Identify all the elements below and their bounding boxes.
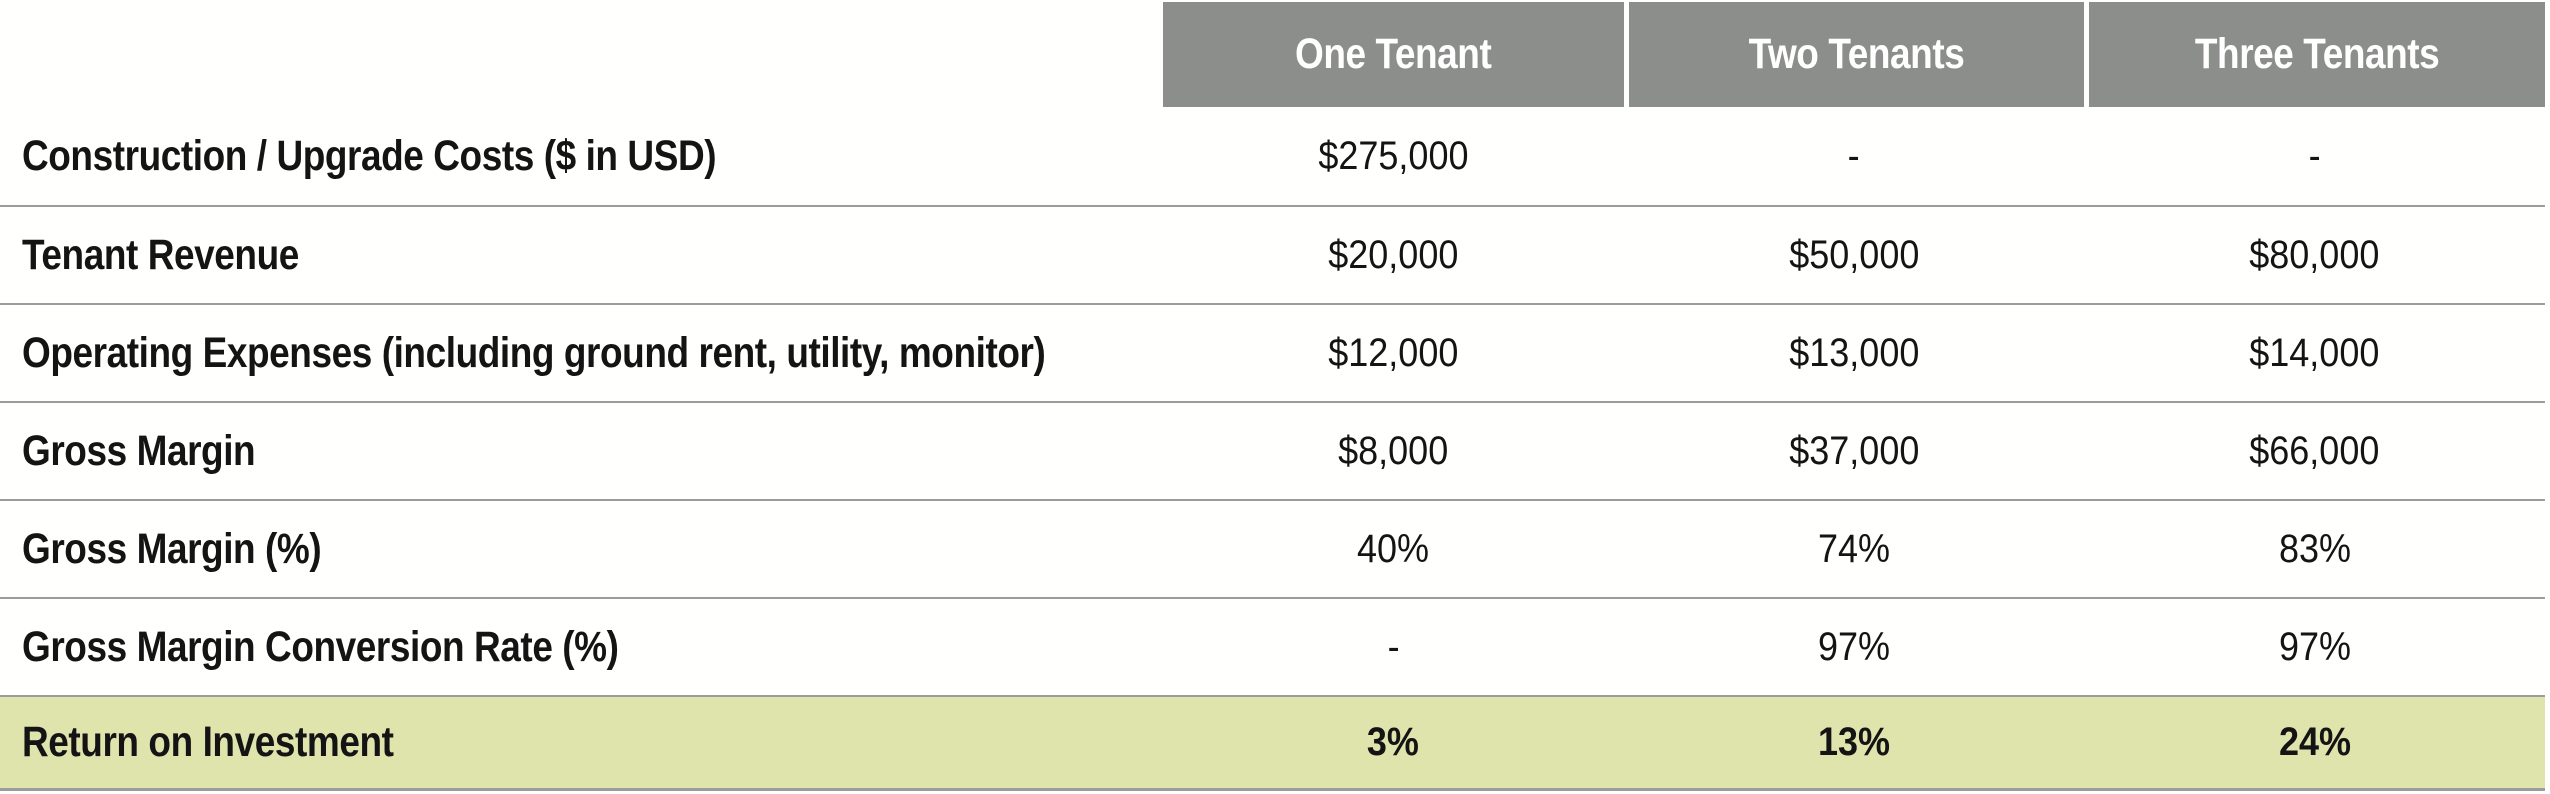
table-body: Construction / Upgrade Costs ($ in USD) $…: [0, 107, 2545, 791]
value-cell: $13,000: [1624, 305, 2085, 401]
value-cell: $275,000: [1163, 107, 1624, 205]
value-cell: 3%: [1163, 697, 1624, 788]
value-cell: 40%: [1163, 501, 1624, 597]
table-header-row: One Tenant Two Tenants Three Tenants: [0, 2, 2545, 107]
value-cell: 97%: [2084, 599, 2545, 695]
cell-value: 24%: [2278, 720, 2351, 764]
row-label-cell: Gross Margin (%): [0, 501, 1163, 597]
cell-value: 97%: [2278, 624, 2351, 669]
table-row-highlight: Return on Investment 3% 13% 24%: [0, 695, 2545, 791]
row-label-cell: Operating Expenses (including ground ren…: [0, 305, 1163, 401]
value-cell: $50,000: [1624, 207, 2085, 303]
value-cell: $80,000: [2084, 207, 2545, 303]
row-label: Gross Margin: [22, 426, 256, 475]
value-cell: $14,000: [2084, 305, 2545, 401]
value-cell: 13%: [1624, 697, 2085, 788]
table-row: Tenant Revenue $20,000 $50,000 $80,000: [0, 205, 2545, 303]
row-label-cell: Gross Margin Conversion Rate (%): [0, 599, 1163, 695]
column-header-one-tenant: One Tenant: [1163, 2, 1624, 107]
row-label-cell: Return on Investment: [0, 697, 1163, 788]
value-cell: 83%: [2084, 501, 2545, 597]
table-row: Gross Margin (%) 40% 74% 83%: [0, 499, 2545, 597]
cell-value: $12,000: [1328, 330, 1459, 375]
value-cell: 74%: [1624, 501, 2085, 597]
value-cell: 97%: [1624, 599, 2085, 695]
table-row: Gross Margin $8,000 $37,000 $66,000: [0, 401, 2545, 499]
cell-value: $14,000: [2249, 330, 2380, 375]
value-cell: -: [1624, 107, 2085, 205]
value-cell: -: [2084, 107, 2545, 205]
cell-value: 83%: [2278, 526, 2351, 571]
cell-value: 13%: [1817, 720, 1891, 764]
value-cell: -: [1163, 599, 1624, 695]
column-header-label: Three Tenants: [2194, 30, 2440, 78]
cell-value: $80,000: [2249, 232, 2380, 277]
cell-value: 3%: [1367, 720, 1420, 764]
row-label: Gross Margin Conversion Rate (%): [22, 622, 619, 671]
cell-value: 97%: [1817, 624, 1891, 669]
header-spacer-cell: [0, 2, 1163, 107]
cell-value: $66,000: [2249, 428, 2380, 473]
value-cell: 24%: [2084, 697, 2545, 788]
row-label-cell: Construction / Upgrade Costs ($ in USD): [0, 107, 1163, 205]
cell-value: 74%: [1817, 526, 1891, 571]
cell-value: $20,000: [1328, 232, 1459, 277]
row-label: Gross Margin (%): [22, 524, 322, 573]
cell-value: $275,000: [1318, 133, 1469, 178]
column-header-label: One Tenant: [1295, 30, 1492, 78]
cell-value: -: [1387, 624, 1400, 669]
cell-value: -: [2308, 133, 2321, 178]
table-row: Construction / Upgrade Costs ($ in USD) $…: [0, 107, 2545, 205]
row-label: Tenant Revenue: [22, 230, 299, 279]
cell-value: $8,000: [1338, 428, 1449, 473]
row-label: Construction / Upgrade Costs ($ in USD): [22, 131, 717, 180]
row-label: Operating Expenses (including ground ren…: [22, 328, 1046, 377]
value-cell: $8,000: [1163, 403, 1624, 499]
value-cell: $37,000: [1624, 403, 2085, 499]
value-cell: $12,000: [1163, 305, 1624, 401]
column-header-three-tenants: Three Tenants: [2084, 2, 2545, 107]
cell-value: $13,000: [1788, 330, 1920, 375]
cell-value: 40%: [1357, 526, 1430, 571]
cell-value: -: [1847, 133, 1860, 178]
row-label-cell: Tenant Revenue: [0, 207, 1163, 303]
table-row: Operating Expenses (including ground ren…: [0, 303, 2545, 401]
value-cell: $20,000: [1163, 207, 1624, 303]
cell-value: $50,000: [1788, 232, 1920, 277]
column-header-label: Two Tenants: [1748, 30, 1965, 78]
table-row: Gross Margin Conversion Rate (%) - 97% 97%: [0, 597, 2545, 695]
cell-value: $37,000: [1788, 428, 1920, 473]
value-cell: $66,000: [2084, 403, 2545, 499]
column-header-two-tenants: Two Tenants: [1623, 2, 2085, 107]
row-label-cell: Gross Margin: [0, 403, 1163, 499]
row-label: Return on Investment: [22, 718, 394, 766]
